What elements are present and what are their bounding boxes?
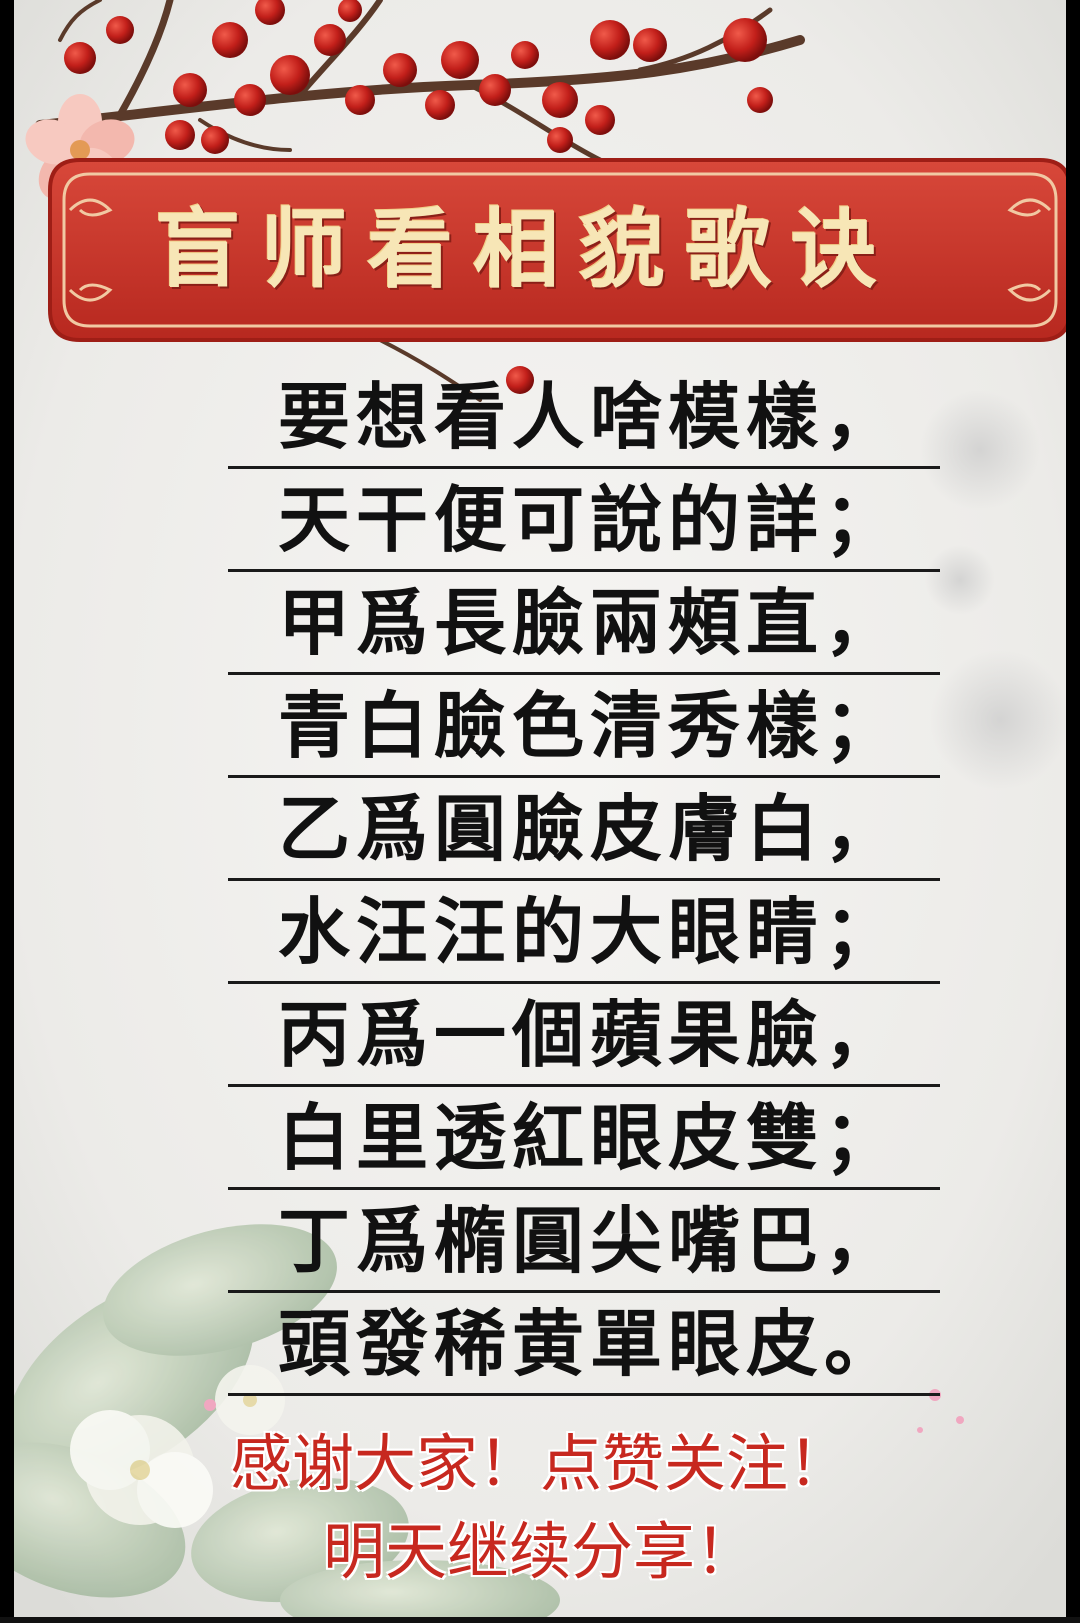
verse-text: 白里透紅眼皮雙； bbox=[278, 1095, 903, 1180]
list-item: 白里透紅眼皮雙； bbox=[228, 1087, 940, 1190]
list-item: 乙爲圓臉皮膚白， bbox=[228, 778, 940, 881]
petal-dots bbox=[204, 1389, 964, 1433]
list-item: 丙爲一個蘋果臉， bbox=[228, 984, 940, 1087]
list-item: 水汪汪的大眼睛； bbox=[228, 881, 940, 984]
verse-list: 要想看人啥模樣， 天干便可說的詳； 甲爲長臉兩頰直， 青白臉色清秀樣； 乙爲圓臉… bbox=[228, 366, 940, 1396]
footer-message: 感谢大家！点赞关注！ 明天继续分享！ bbox=[0, 1420, 1080, 1596]
bottom-border bbox=[0, 1617, 1080, 1623]
white-flowers bbox=[70, 1365, 285, 1528]
list-item: 丁爲橢圓尖嘴巴， bbox=[228, 1190, 940, 1293]
verse-text: 丁爲橢圓尖嘴巴， bbox=[278, 1198, 903, 1283]
verse-text: 天干便可說的詳； bbox=[278, 477, 903, 562]
left-border bbox=[0, 0, 14, 1623]
verse-text: 丙爲一個蘋果臉， bbox=[278, 992, 903, 1077]
footer-line-thanks: 感谢大家！点赞关注！ bbox=[229, 1427, 850, 1500]
verse-text: 水汪汪的大眼睛； bbox=[278, 889, 903, 974]
page-title: 盲师看相貌歌诀 bbox=[155, 200, 897, 300]
verse-text: 頭發稀黄單眼皮。 bbox=[278, 1301, 903, 1386]
footer-line-share: 明天继续分享！ bbox=[322, 1515, 757, 1588]
verse-text: 乙爲圓臉皮膚白， bbox=[278, 786, 903, 871]
verse-text: 要想看人啥模樣， bbox=[278, 374, 903, 459]
verse-text: 青白臉色清秀樣； bbox=[278, 683, 903, 768]
list-item: 甲爲長臉兩頰直， bbox=[228, 572, 940, 675]
list-item: 要想看人啥模樣， bbox=[228, 366, 940, 469]
right-border bbox=[1066, 0, 1080, 1623]
list-item: 青白臉色清秀樣； bbox=[228, 675, 940, 778]
list-item: 天干便可說的詳； bbox=[228, 469, 940, 572]
verse-text: 甲爲長臉兩頰直， bbox=[278, 580, 903, 665]
list-item: 頭發稀黄單眼皮。 bbox=[228, 1293, 940, 1396]
red-berries bbox=[64, 0, 773, 394]
